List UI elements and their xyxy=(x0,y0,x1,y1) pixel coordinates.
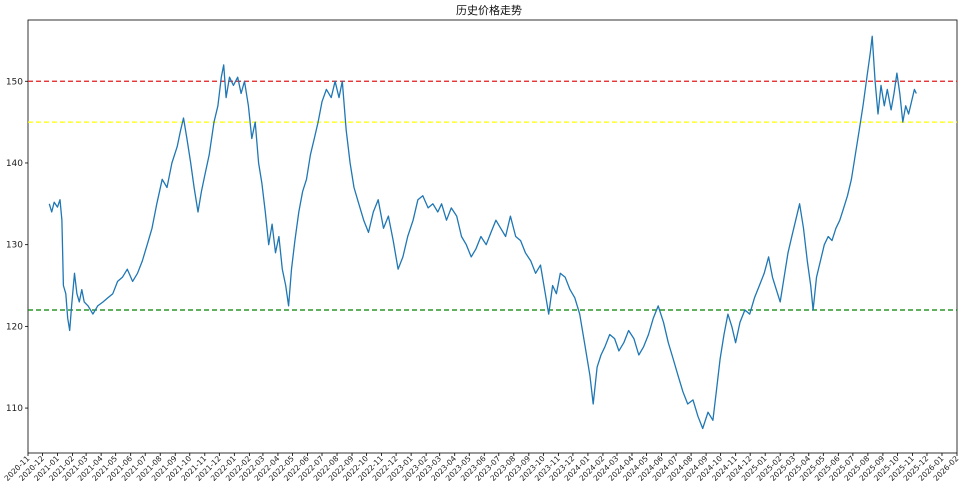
plot-frame xyxy=(27,19,958,454)
price-series xyxy=(48,35,917,430)
y-tick-label: 120 xyxy=(6,322,23,332)
chart-title: 历史价格走势 xyxy=(456,3,522,17)
y-tick-label: 110 xyxy=(6,404,23,414)
series-line-0 xyxy=(48,35,917,430)
reference-lines xyxy=(28,80,957,311)
y-tick-label: 130 xyxy=(6,241,23,251)
y-tick-label: 150 xyxy=(6,77,23,87)
x-axis: 2020-112020-122021-012021-022021-032021-… xyxy=(3,453,961,483)
y-tick-label: 140 xyxy=(6,159,23,169)
y-axis: 110 120 130 140 150 xyxy=(6,77,28,414)
